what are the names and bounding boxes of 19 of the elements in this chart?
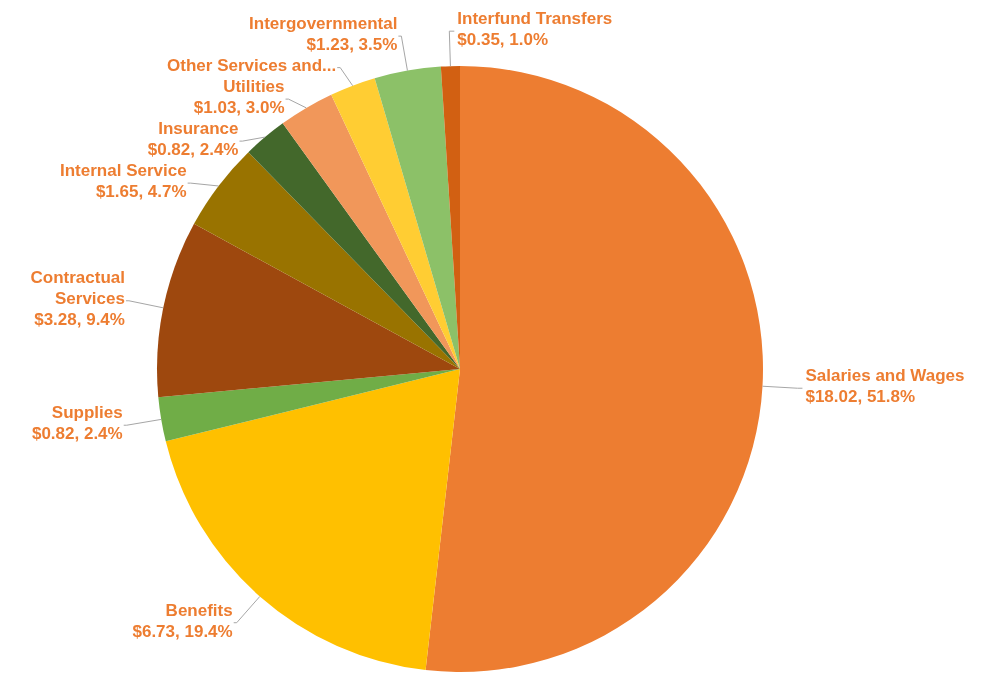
slice-label: Insurance — [158, 119, 239, 139]
data-label: $3.28, 9.4% — [34, 310, 125, 330]
slice-label: Utilities — [223, 77, 285, 97]
data-label: $1.23, 3.5% — [306, 35, 398, 55]
slice-label: Other Services and... — [167, 56, 337, 76]
data-label: $18.02, 51.8% — [805, 387, 916, 407]
slice-label: Intergovernmental — [249, 14, 398, 34]
data-label: $6.73, 19.4% — [132, 621, 233, 641]
data-label: $1.65, 4.7% — [95, 182, 187, 202]
slice-label: Benefits — [165, 600, 233, 620]
slice-label: Internal Service — [60, 161, 187, 181]
data-label: $0.82, 2.4% — [147, 140, 239, 160]
slice-label: Interfund Transfers — [457, 9, 613, 29]
slice-label: Supplies — [51, 403, 123, 423]
data-label: $0.82, 2.4% — [31, 424, 123, 444]
data-label: $1.03, 3.0% — [193, 98, 285, 118]
slice-label: Salaries and Wages — [805, 366, 965, 386]
slice-label: Contractual Services — [30, 268, 125, 309]
data-label: $0.35, 1.0% — [457, 30, 549, 50]
